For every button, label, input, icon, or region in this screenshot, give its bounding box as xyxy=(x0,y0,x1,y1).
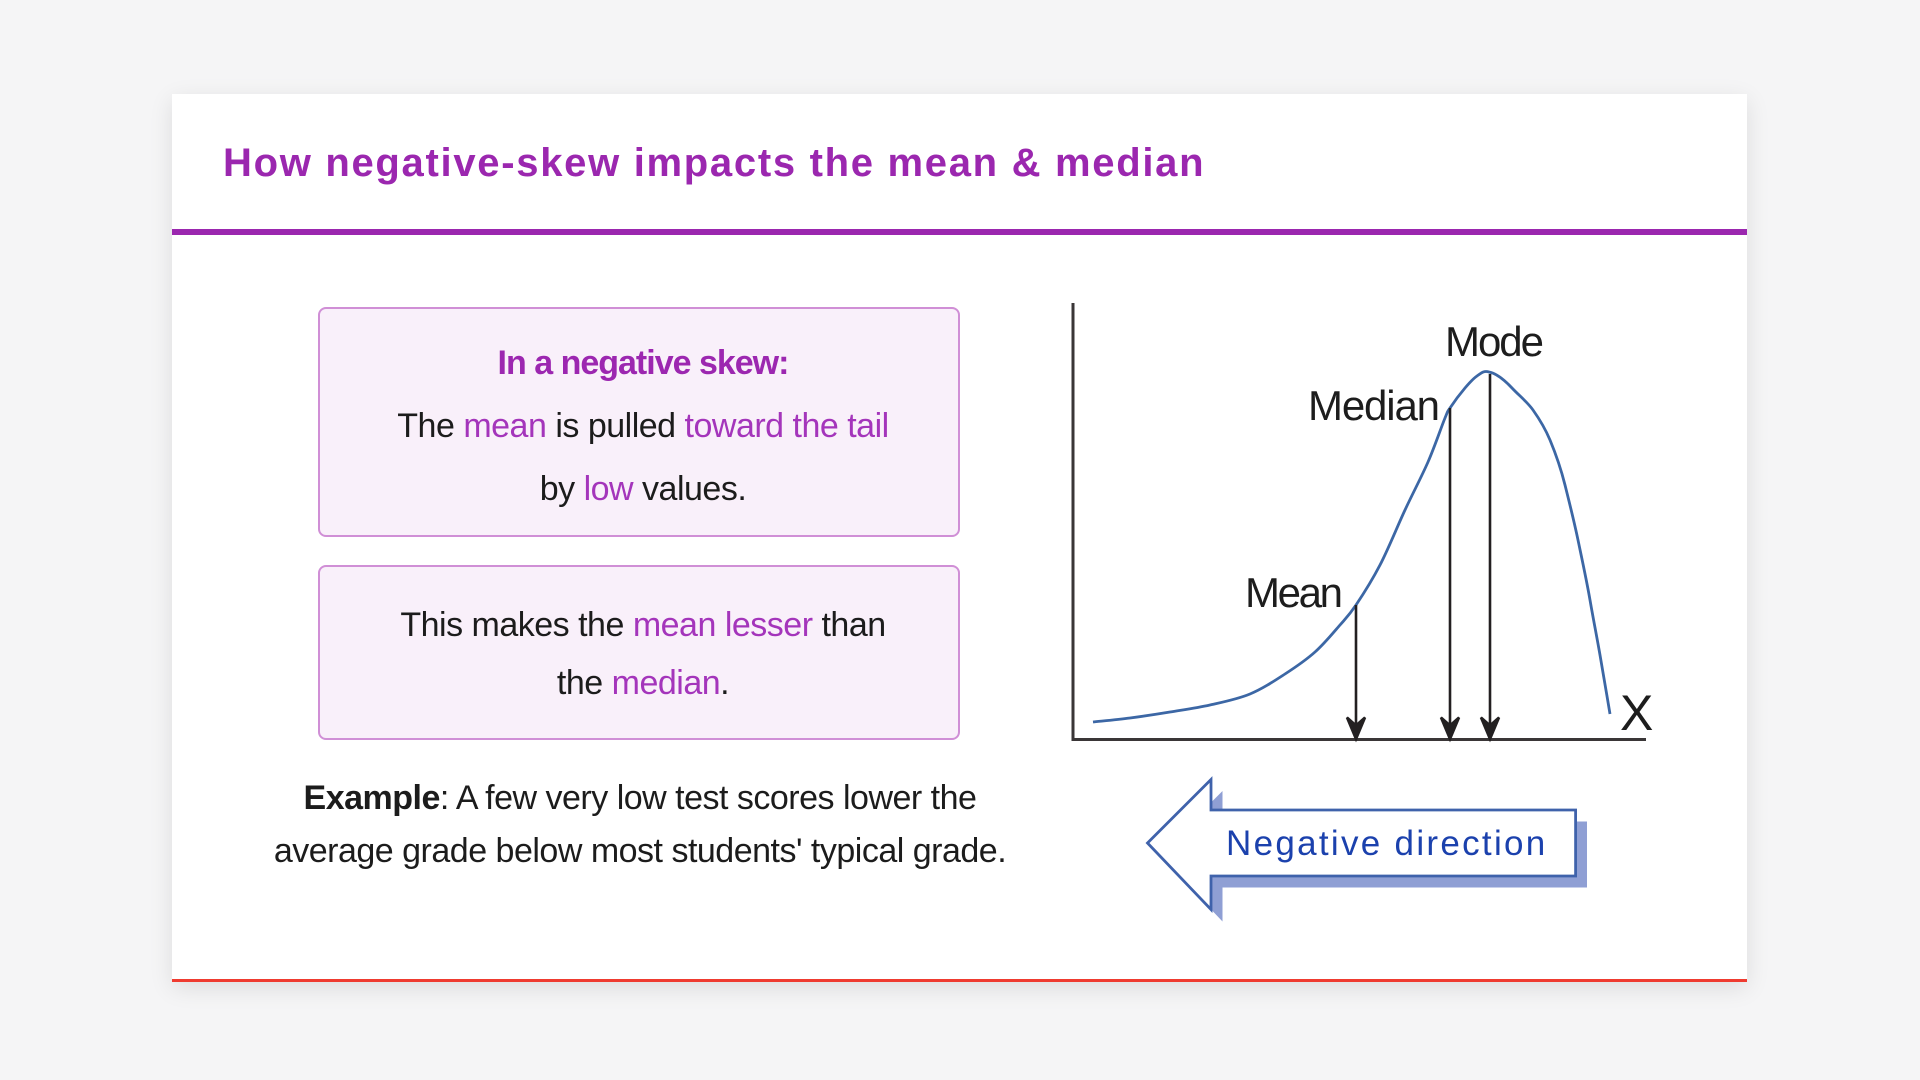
svg-text:X: X xyxy=(1620,685,1653,741)
svg-text:Mode: Mode xyxy=(1445,318,1544,365)
svg-text:Mean: Mean xyxy=(1245,569,1343,616)
svg-text:Median: Median xyxy=(1308,382,1440,429)
svg-text:Negative direction: Negative direction xyxy=(1226,824,1548,863)
